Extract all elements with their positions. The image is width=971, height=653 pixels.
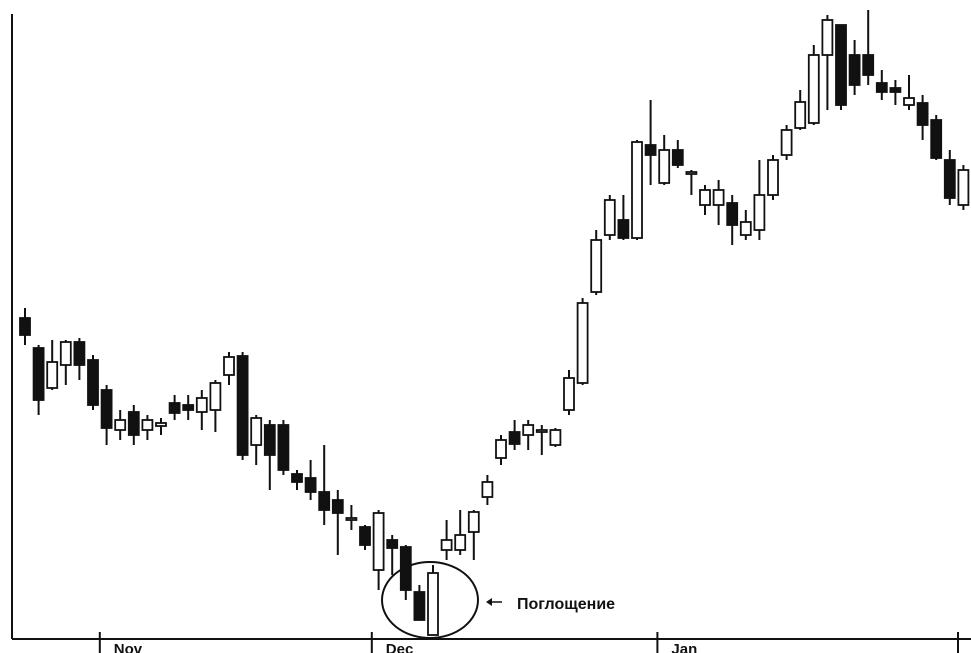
candle-body <box>386 539 399 549</box>
candle-body <box>631 141 643 239</box>
candle-body <box>563 377 575 411</box>
candle-body <box>835 24 847 106</box>
candle-body <box>359 526 371 546</box>
candle-body <box>576 302 589 384</box>
candle-body <box>535 429 548 433</box>
candle-body <box>848 54 861 86</box>
candle-body <box>658 149 671 184</box>
candle-body <box>862 54 875 76</box>
candle-body <box>467 511 480 533</box>
candle-body <box>780 129 793 156</box>
candle-body <box>73 341 86 366</box>
candle-body <box>699 189 711 206</box>
candle-body <box>277 424 290 471</box>
candle-body <box>481 481 494 498</box>
candle-body <box>155 422 167 427</box>
candle-body <box>427 572 439 636</box>
candle-body <box>318 491 331 511</box>
candle-body <box>875 82 888 93</box>
candle-body <box>127 411 140 436</box>
candle-body <box>46 361 59 389</box>
candle-body <box>903 97 915 106</box>
candle-body <box>440 539 453 551</box>
x-tick-label: Jan <box>671 641 697 653</box>
arrow-head <box>486 598 492 606</box>
candle-body <box>236 355 249 456</box>
x-tick-label: Dec <box>386 641 414 653</box>
candle-body <box>930 119 943 159</box>
candle-body <box>957 169 970 206</box>
candle-body <box>889 87 902 93</box>
x-tick-label: Nov <box>114 641 143 653</box>
candle-body <box>590 239 603 293</box>
candle-body <box>100 389 113 429</box>
candle-body <box>671 149 684 166</box>
candle-body <box>712 189 725 206</box>
highlight-ellipse <box>381 561 479 639</box>
candle-body <box>168 402 181 414</box>
candle-body <box>263 424 276 456</box>
candle-body <box>304 477 317 493</box>
candle-body <box>87 359 99 406</box>
candle-body <box>223 356 235 376</box>
candle-body <box>114 419 127 431</box>
candle-body <box>372 512 385 571</box>
candle-body <box>508 431 521 445</box>
candle-body <box>644 144 657 156</box>
candle-body <box>522 424 535 436</box>
candle-body <box>603 199 616 236</box>
candle-body <box>141 419 154 431</box>
candle-body <box>943 159 956 199</box>
candle-body <box>549 429 562 446</box>
candle-body <box>807 54 820 124</box>
candle-body <box>753 194 766 231</box>
candle-body <box>19 317 31 336</box>
candle-body <box>726 202 739 226</box>
candle-body <box>331 499 344 514</box>
candle-body <box>739 221 752 236</box>
candle-body <box>195 397 208 413</box>
candle-body <box>345 517 358 521</box>
candle-body <box>291 473 303 483</box>
candle-body <box>821 19 834 56</box>
candle-body <box>182 404 195 411</box>
annotation: Поглощение <box>517 596 615 613</box>
candle-body <box>59 341 72 366</box>
candle-body <box>399 546 412 591</box>
candle-body <box>413 591 426 621</box>
candle-body <box>209 382 222 411</box>
candle-body <box>250 417 263 446</box>
candle-body <box>685 171 698 175</box>
candle-body <box>617 219 630 239</box>
candle-body <box>767 159 779 196</box>
candle-body <box>916 102 929 126</box>
candle-body <box>454 534 467 551</box>
candle-body <box>495 439 507 459</box>
candle-body <box>32 347 45 401</box>
candle-body <box>794 101 807 129</box>
